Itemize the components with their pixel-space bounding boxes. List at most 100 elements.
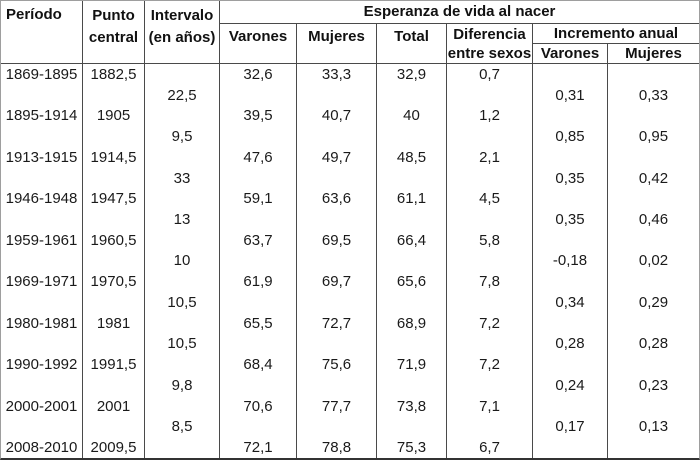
table-cell: 7,1	[446, 395, 532, 417]
table-cell-empty	[219, 250, 296, 272]
table-cell: 48,5	[376, 146, 446, 168]
table-cell: 0,95	[607, 126, 699, 147]
table-cell-empty	[82, 333, 144, 355]
table-cell-empty	[144, 105, 219, 127]
table-cell-empty	[1, 209, 82, 230]
table-cell: 0,02	[607, 250, 699, 272]
table-cell-empty	[219, 333, 296, 355]
table-cell: 1970,5	[82, 271, 144, 293]
table-cell-empty	[607, 312, 699, 334]
table-cell-empty	[144, 395, 219, 417]
table-cell: 0,34	[532, 292, 607, 313]
table-cell-empty	[532, 271, 607, 293]
table-cell-empty	[82, 84, 144, 106]
table-cell-empty	[82, 416, 144, 438]
table-cell: 1960,5	[82, 229, 144, 251]
table-cell: 5,8	[446, 229, 532, 251]
table-cell: 4,5	[446, 188, 532, 210]
table-cell: 2,1	[446, 146, 532, 168]
table-cell: 1991,5	[82, 354, 144, 376]
table-cell: 13	[144, 209, 219, 230]
table-cell-empty	[532, 188, 607, 210]
table-cell-empty	[1, 85, 82, 106]
table-cell-empty	[532, 312, 607, 334]
table-cell: 69,7	[296, 271, 376, 293]
table-cell-empty	[296, 333, 376, 355]
table-cell-empty	[607, 271, 699, 293]
table-cell-empty	[607, 395, 699, 417]
table-cell: -0,18	[532, 250, 607, 272]
table-cell-empty	[144, 188, 219, 210]
table-cell-empty	[296, 126, 376, 147]
table-cell: 10,5	[144, 333, 219, 355]
table-cell-empty	[446, 375, 532, 396]
table-cell-empty	[532, 64, 607, 85]
table-cell: 75,6	[296, 354, 376, 376]
table-cell: 47,6	[219, 146, 296, 168]
table-cell: 0,35	[532, 167, 607, 189]
table-cell: 1990-1992	[5, 356, 78, 374]
table-cell: 33,3	[296, 64, 376, 85]
table-cell: 40	[376, 105, 446, 127]
table-cell: 33	[144, 167, 219, 189]
table-cell: 7,2	[446, 312, 532, 334]
table-cell: 0,35	[532, 209, 607, 230]
table-cell: 72,1	[219, 437, 296, 458]
table-cell-empty	[607, 188, 699, 210]
table-cell-empty	[1, 292, 82, 313]
table-cell-empty	[82, 375, 144, 396]
table-cell-empty	[82, 126, 144, 147]
table-cell-empty	[446, 250, 532, 272]
table-cell: 0,85	[532, 126, 607, 147]
table-cell: 68,9	[376, 312, 446, 334]
table-cell: 61,1	[376, 188, 446, 210]
table-cell-empty	[296, 167, 376, 189]
table-cell: 66,4	[376, 229, 446, 251]
table-cell: 70,6	[219, 395, 296, 417]
table-cell-empty	[144, 271, 219, 293]
table-cell-empty	[82, 292, 144, 313]
table-cell-empty	[532, 437, 607, 458]
table-cell: 10	[144, 250, 219, 272]
table-cell-empty	[532, 105, 607, 127]
header-mujeres: Mujeres	[296, 24, 376, 63]
table-cell: 0,31	[532, 84, 607, 106]
table-cell: 1882,5	[82, 64, 144, 85]
table-cell-empty	[446, 333, 532, 355]
table-cell-empty	[532, 395, 607, 417]
table-cell-empty	[446, 126, 532, 147]
table-cell-empty	[82, 250, 144, 272]
table-cell-empty	[1, 126, 82, 147]
table-cell: 2001	[82, 395, 144, 417]
table-cell: 77,7	[296, 395, 376, 417]
table-cell-empty	[376, 250, 446, 272]
header-incremento-mujeres: Mujeres	[607, 44, 699, 63]
table-cell: 2009,5	[82, 437, 144, 458]
table-cell: 0,46	[607, 209, 699, 230]
table-cell: 7,8	[446, 271, 532, 293]
table-cell-empty	[1, 251, 82, 272]
table-cell: 63,6	[296, 188, 376, 210]
header-varones: Varones	[219, 24, 296, 63]
table-cell: 71,9	[376, 354, 446, 376]
header-incremento-varones: Varones	[532, 44, 607, 63]
header-punto-central: Punto central	[82, 1, 144, 63]
table-cell: 69,5	[296, 229, 376, 251]
table-cell-empty	[219, 126, 296, 147]
table-cell-empty	[607, 437, 699, 458]
table-cell: 7,2	[446, 354, 532, 376]
table-cell-empty	[376, 167, 446, 189]
table-cell-empty	[296, 250, 376, 272]
table-cell: 0,33	[607, 84, 699, 106]
table-cell: 1895-1914	[5, 107, 78, 125]
table-cell: 65,6	[376, 271, 446, 293]
table-cell-empty	[219, 167, 296, 189]
header-incremento-title: Incremento anual	[532, 24, 699, 44]
table-cell: 1,2	[446, 105, 532, 127]
header-diferencia: Diferencia entre sexos	[446, 24, 532, 63]
table-cell: 1981	[82, 312, 144, 334]
table-cell: 40,7	[296, 105, 376, 127]
table-cell: 0,13	[607, 416, 699, 438]
table-cell-empty	[219, 292, 296, 313]
